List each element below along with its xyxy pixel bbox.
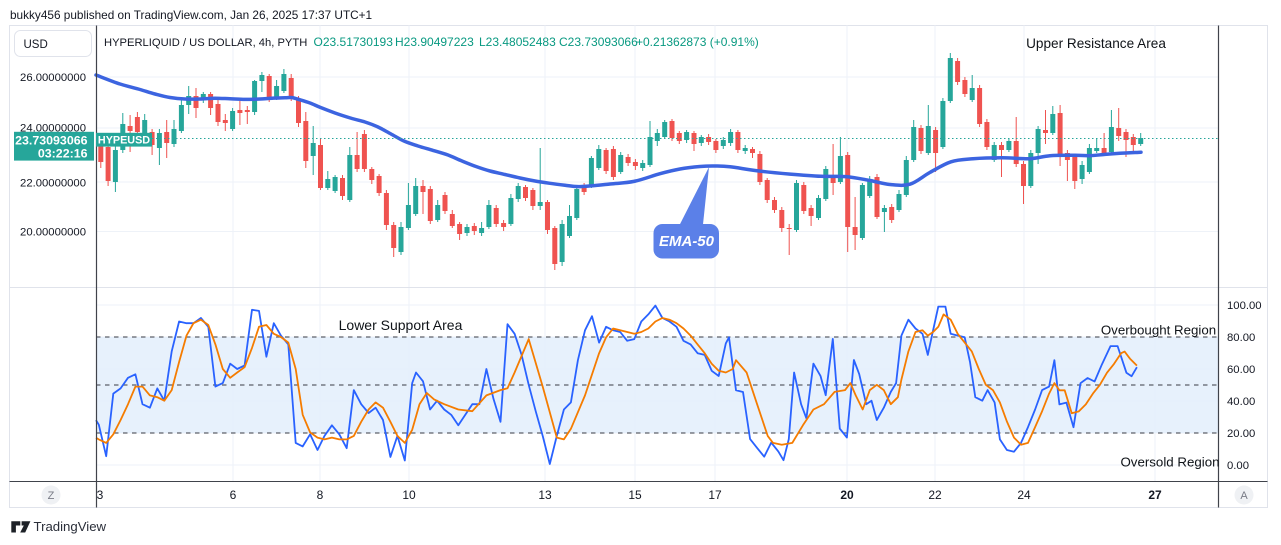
svg-text:40.00: 40.00 xyxy=(1227,396,1255,408)
svg-text:100.00: 100.00 xyxy=(1227,300,1262,312)
svg-text:80.00: 80.00 xyxy=(1227,332,1255,344)
svg-text:Lower Support Area: Lower Support Area xyxy=(339,317,463,333)
svg-text:23.73093066: 23.73093066 xyxy=(15,134,87,148)
svg-text:USD: USD xyxy=(24,39,48,51)
svg-text:22.00000000: 22.00000000 xyxy=(20,178,86,190)
svg-text:13: 13 xyxy=(538,488,552,502)
svg-text:Z: Z xyxy=(48,490,55,502)
svg-text:C23.73093066: C23.73093066 xyxy=(559,35,638,49)
svg-text:27: 27 xyxy=(1148,488,1162,502)
svg-text:O23.51730193: O23.51730193 xyxy=(314,35,394,49)
svg-text:20: 20 xyxy=(840,488,854,502)
svg-text:24: 24 xyxy=(1017,488,1031,502)
svg-text:L23.48052483: L23.48052483 xyxy=(479,35,556,49)
svg-text:24.00000000: 24.00000000 xyxy=(20,123,86,135)
svg-text:TradingView: TradingView xyxy=(34,519,107,534)
svg-text:Overbought Region: Overbought Region xyxy=(1101,323,1216,338)
svg-text:22: 22 xyxy=(928,488,942,502)
svg-text:Oversold Region: Oversold Region xyxy=(1120,455,1219,470)
svg-text:60.00: 60.00 xyxy=(1227,364,1255,376)
svg-text:03:22:16: 03:22:16 xyxy=(38,146,88,160)
svg-text:0.00: 0.00 xyxy=(1227,460,1249,472)
svg-text:6: 6 xyxy=(230,488,237,502)
svg-text:HYPERLIQUID / US DOLLAR, 4h, P: HYPERLIQUID / US DOLLAR, 4h, PYTH xyxy=(104,37,307,49)
svg-text:20.00000000: 20.00000000 xyxy=(20,227,86,239)
svg-text:bukky456 published on TradingV: bukky456 published on TradingView.com, J… xyxy=(10,8,372,22)
svg-text:HYPEUSD: HYPEUSD xyxy=(98,134,150,146)
svg-text:A: A xyxy=(1240,490,1248,502)
svg-text:10: 10 xyxy=(402,488,416,502)
svg-text:+0.21362873 (+0.91%): +0.21362873 (+0.91%) xyxy=(636,35,759,49)
svg-text:20.00: 20.00 xyxy=(1227,428,1255,440)
svg-text:Upper Resistance Area: Upper Resistance Area xyxy=(1026,36,1166,51)
svg-text:15: 15 xyxy=(628,488,642,502)
svg-text:17: 17 xyxy=(708,488,722,502)
svg-text:EMA-50: EMA-50 xyxy=(659,233,715,250)
svg-text:26.00000000: 26.00000000 xyxy=(20,72,86,84)
svg-text:8: 8 xyxy=(317,488,324,502)
svg-text:H23.90497223: H23.90497223 xyxy=(395,35,474,49)
svg-text:3: 3 xyxy=(97,488,104,502)
